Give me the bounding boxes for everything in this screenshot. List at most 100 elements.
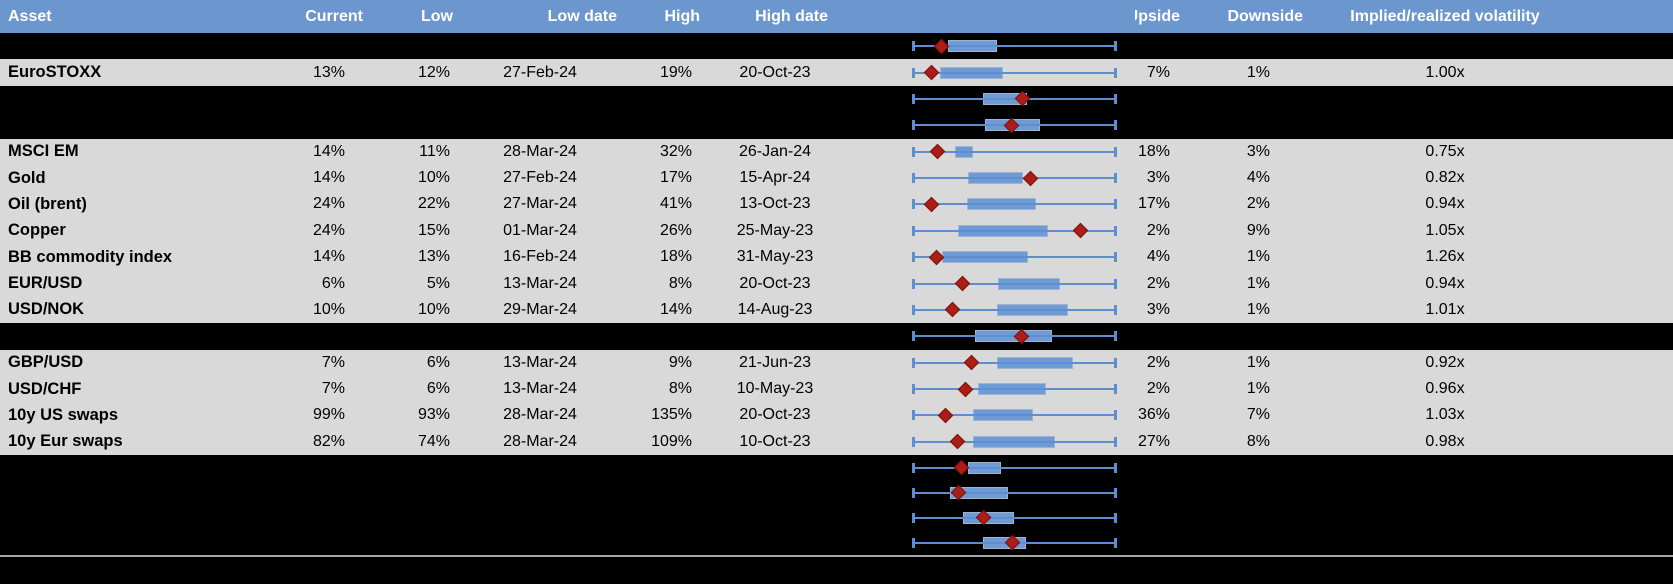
current-vol-cell xyxy=(270,323,365,349)
downside-cell: 8% xyxy=(1246,432,1270,450)
asset-name-cell: USD/CHF xyxy=(8,379,82,398)
row-trailing-spacer xyxy=(1580,112,1673,138)
whisker-left-cap xyxy=(912,357,915,368)
high-date-cell: 15-Apr-24 xyxy=(739,169,811,187)
current-vol-cell: 6% xyxy=(321,274,345,292)
upside-cell: 3% xyxy=(1146,300,1170,318)
high-date-cell xyxy=(700,323,850,349)
range-chart-cell xyxy=(850,505,1135,530)
asset-name-cell: 10y Eur swaps xyxy=(8,432,123,451)
row-trailing-spacer xyxy=(1580,505,1673,530)
bottom-black-strip xyxy=(0,557,1673,584)
row-trailing-spacer xyxy=(1580,59,1673,85)
upside-cell: 2% xyxy=(1146,353,1170,371)
whisker-right-cap xyxy=(1114,537,1117,548)
downside-cell xyxy=(1190,112,1310,138)
range-chart-cell xyxy=(850,455,1135,480)
implied-realized-cell xyxy=(1310,530,1580,555)
table-row: BB commodity index 14% 13% 16-Feb-24 18%… xyxy=(0,244,1673,271)
row-trailing-spacer xyxy=(1580,218,1673,244)
header-low-date: Low date xyxy=(547,7,617,25)
low-date-cell: 28-Mar-24 xyxy=(503,432,577,450)
volatility-range-boxplot xyxy=(912,86,1117,112)
boxplot-whisker-line xyxy=(912,440,1117,443)
row-trailing-spacer xyxy=(1580,530,1673,555)
boxplot-whisker-line xyxy=(912,414,1117,417)
boxplot-whisker-line xyxy=(912,516,1117,519)
current-vol-cell: 7% xyxy=(321,353,345,371)
low-vol-cell: 5% xyxy=(426,274,450,292)
implied-realized-cell xyxy=(1310,33,1580,59)
whisker-right-cap xyxy=(1114,146,1117,157)
upside-cell xyxy=(1135,455,1190,480)
high-vol-cell: 8% xyxy=(668,274,692,292)
implied-realized-cell: 1.01x xyxy=(1425,300,1465,318)
implied-realized-cell: 1.05x xyxy=(1425,221,1465,239)
upside-cell: 36% xyxy=(1137,406,1170,424)
upside-cell: 2% xyxy=(1146,221,1170,239)
current-vol-cell xyxy=(270,86,365,112)
volatility-range-boxplot xyxy=(912,270,1117,296)
downside-cell: 1% xyxy=(1246,380,1270,398)
current-vol-cell: 99% xyxy=(312,406,345,424)
bottom-divider-line xyxy=(0,555,1673,557)
range-chart-cell xyxy=(850,59,1135,85)
low-vol-cell: 11% xyxy=(419,142,450,160)
whisker-right-cap xyxy=(1114,93,1117,104)
table-row: EUR/USD 6% 5% 13-Mar-24 8% 20-Oct-23 2% … xyxy=(0,270,1673,297)
low-vol-cell: 6% xyxy=(426,353,450,371)
current-vol-cell: 24% xyxy=(312,195,345,213)
current-vol-cell: 13% xyxy=(312,63,345,81)
table-row xyxy=(0,85,1673,113)
current-vol-cell: 10% xyxy=(312,300,345,318)
row-trailing-spacer xyxy=(1580,139,1673,165)
asset-name-cell: EUR/USD xyxy=(8,274,83,293)
high-date-cell xyxy=(700,480,850,505)
high-date-cell: 20-Oct-23 xyxy=(739,274,811,292)
range-chart-cell xyxy=(850,402,1135,428)
asset-name-cell: 10y US swaps xyxy=(8,405,119,424)
low-date-cell: 27-Mar-24 xyxy=(503,195,577,213)
downside-cell: 1% xyxy=(1246,248,1270,266)
downside-cell: 2% xyxy=(1246,195,1270,213)
downside-cell xyxy=(1190,480,1310,505)
high-vol-cell: 135% xyxy=(651,406,692,424)
whisker-left-cap xyxy=(912,304,915,315)
whisker-left-cap xyxy=(912,199,915,210)
volatility-range-boxplot xyxy=(912,530,1117,555)
volatility-range-boxplot xyxy=(912,139,1117,165)
whisker-right-cap xyxy=(1114,512,1117,523)
header-low: Low xyxy=(421,7,453,25)
high-date-cell xyxy=(700,530,850,555)
low-vol-cell: 12% xyxy=(417,63,450,81)
high-date-cell xyxy=(700,33,850,59)
low-vol-cell xyxy=(365,86,455,112)
whisker-left-cap xyxy=(912,93,915,104)
upside-cell: 7% xyxy=(1146,63,1170,81)
high-vol-cell xyxy=(625,323,700,349)
high-date-cell: 10-May-23 xyxy=(736,380,814,398)
range-chart-cell xyxy=(850,218,1135,244)
whisker-right-cap xyxy=(1114,436,1117,447)
boxplot-whisker-line xyxy=(912,71,1117,74)
whisker-left-cap xyxy=(912,67,915,78)
table-row: 10y US swaps 99% 93% 28-Mar-24 135% 20-O… xyxy=(0,402,1673,429)
current-marker-diamond xyxy=(1023,170,1039,186)
low-vol-cell: 10% xyxy=(417,300,450,318)
table-header-row: Asset Current Low Low date High High dat… xyxy=(0,0,1673,33)
low-date-cell: 13-Mar-24 xyxy=(503,274,577,292)
implied-realized-cell: 0.96x xyxy=(1425,380,1465,398)
low-date-cell: 27-Feb-24 xyxy=(503,63,577,81)
asset-name-cell: Gold xyxy=(8,168,46,187)
low-vol-cell xyxy=(365,480,455,505)
low-date-cell: 13-Mar-24 xyxy=(503,380,577,398)
whisker-right-cap xyxy=(1114,410,1117,421)
asset-name-cell: MSCI EM xyxy=(8,142,79,161)
low-vol-cell: 6% xyxy=(426,380,450,398)
high-date-cell: 20-Oct-23 xyxy=(739,63,811,81)
upside-cell xyxy=(1135,112,1190,138)
high-vol-cell: 9% xyxy=(668,353,692,371)
current-marker-diamond xyxy=(954,275,970,292)
boxplot-whisker-line xyxy=(912,491,1117,494)
high-vol-cell: 26% xyxy=(659,221,692,239)
